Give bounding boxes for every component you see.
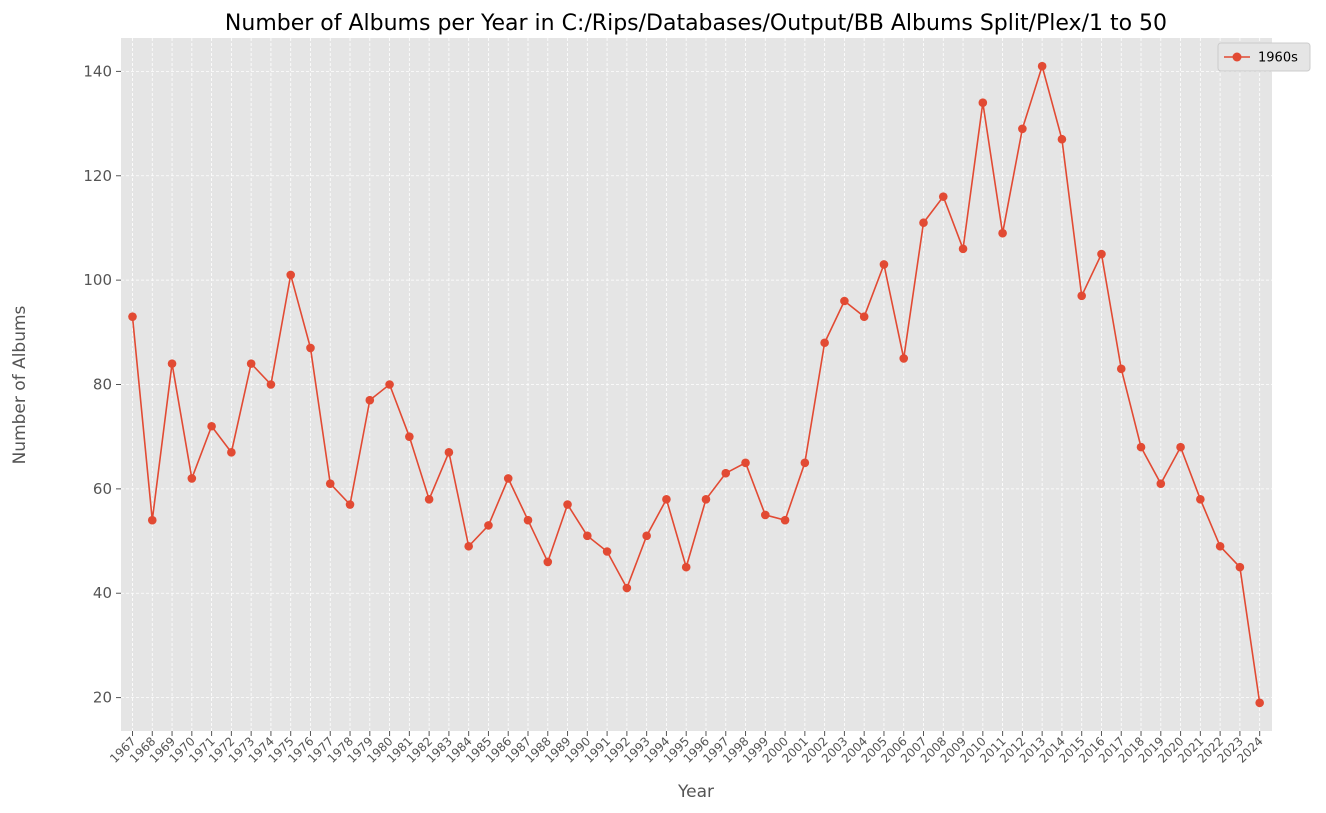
data-point <box>978 98 988 108</box>
data-point <box>721 468 731 478</box>
data-point <box>563 500 572 509</box>
data-point <box>1116 364 1126 374</box>
data-point <box>1215 541 1225 551</box>
data-point <box>325 479 335 488</box>
data-point <box>1077 291 1086 301</box>
data-point <box>1176 442 1185 452</box>
data-point <box>1057 134 1067 144</box>
data-point <box>899 354 909 363</box>
data-point <box>662 495 671 504</box>
data-point <box>859 312 869 321</box>
data-point <box>1235 562 1245 572</box>
data-point <box>701 495 711 504</box>
data-point <box>345 500 355 509</box>
data-point <box>642 531 651 541</box>
data-point <box>464 541 473 551</box>
data-point <box>1136 442 1146 452</box>
data-point <box>128 312 137 321</box>
data-point <box>1196 495 1205 504</box>
data-point <box>622 583 632 593</box>
legend: 1960s <box>1217 42 1311 72</box>
data-point <box>167 359 177 368</box>
data-point <box>761 510 770 520</box>
data-point <box>187 474 197 483</box>
data-point <box>207 421 216 431</box>
data-point <box>444 448 454 457</box>
chart-title: Number of Albums per Year in C:/Rips/Dat… <box>225 11 1167 36</box>
data-series <box>128 61 1264 708</box>
y-tick-label: 140 <box>83 62 112 80</box>
data-point <box>1018 124 1027 134</box>
y-tick-label: 120 <box>83 167 112 185</box>
y-tick-label: 80 <box>93 376 112 394</box>
data-point <box>958 244 968 254</box>
data-point <box>147 515 157 525</box>
data-point <box>602 547 612 556</box>
y-axis-label: Number of Albums <box>10 305 30 464</box>
data-point <box>227 448 236 457</box>
data-point <box>1037 61 1047 71</box>
y-tick-label: 40 <box>93 584 112 602</box>
data-point <box>484 521 493 530</box>
data-point <box>780 515 790 525</box>
data-point <box>800 458 810 468</box>
data-point <box>246 359 256 368</box>
y-tick-label: 20 <box>93 689 112 707</box>
x-axis-label: Year <box>677 782 714 802</box>
data-point <box>583 531 592 541</box>
gridlines <box>121 38 1272 731</box>
data-point <box>543 557 553 567</box>
legend-label: 1960s <box>1258 51 1298 66</box>
y-tick-label: 100 <box>83 271 112 289</box>
data-point <box>503 474 513 483</box>
data-point <box>405 432 414 441</box>
data-point <box>1097 249 1106 259</box>
data-point <box>523 515 533 525</box>
data-point <box>306 343 315 353</box>
data-point <box>998 228 1007 238</box>
data-point <box>424 495 434 504</box>
data-point <box>385 380 394 389</box>
data-point <box>840 296 849 306</box>
legend-marker <box>1232 52 1242 62</box>
data-point <box>741 458 750 468</box>
data-point <box>286 270 296 280</box>
data-point <box>266 380 276 389</box>
y-tick-label: 60 <box>93 480 112 498</box>
data-point <box>879 260 889 269</box>
data-point <box>1255 698 1264 708</box>
data-point <box>681 562 691 572</box>
data-point <box>365 395 375 405</box>
data-point <box>1156 479 1166 488</box>
data-point <box>919 218 928 228</box>
data-point <box>820 338 829 348</box>
data-point <box>938 192 948 201</box>
legend-box <box>1217 42 1311 72</box>
series-line <box>131 63 1261 703</box>
